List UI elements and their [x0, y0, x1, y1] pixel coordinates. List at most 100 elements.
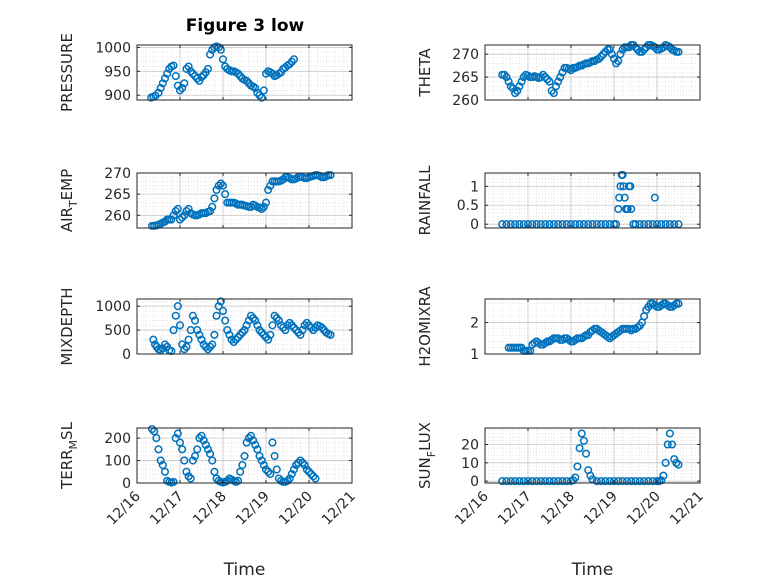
data-point	[536, 477, 545, 486]
data-point	[191, 452, 200, 461]
data-point	[668, 440, 677, 449]
data-point	[156, 83, 165, 93]
data-point	[178, 213, 187, 222]
data-point	[206, 50, 215, 59]
data-point	[541, 73, 550, 82]
y-tick-label: 900	[104, 88, 131, 104]
y-tick-label: 1	[470, 347, 479, 363]
data-point	[149, 335, 158, 344]
data-point	[597, 52, 606, 61]
data-point	[221, 316, 230, 325]
data-point	[502, 73, 511, 82]
data-point	[203, 445, 212, 454]
subplot-8: 0 10 20 SUNFLUX 12/16 12/17 12/18 12/19 12/20 12/…	[416, 422, 707, 580]
data-point	[249, 436, 258, 445]
data-point	[214, 302, 223, 311]
y-axis-label: THETA	[416, 48, 434, 98]
data-point	[264, 335, 273, 344]
data-point	[264, 467, 273, 476]
data-point	[502, 477, 511, 486]
data-point	[240, 326, 249, 335]
data-point	[251, 83, 260, 93]
data-point	[214, 181, 223, 190]
data-point	[160, 467, 169, 476]
data-point	[650, 193, 659, 202]
data-point	[210, 330, 219, 339]
data-point	[261, 198, 271, 207]
data-point	[163, 69, 172, 78]
data-point	[659, 471, 668, 480]
subplot-3: 260 265 270 AIRTEMP	[58, 166, 353, 232]
data-point	[268, 438, 277, 447]
subplot-4: 0 0.5 1 RAINFALL	[416, 165, 701, 236]
data-point	[272, 465, 281, 474]
data-point	[178, 340, 187, 349]
data-point	[257, 93, 266, 102]
data-point	[605, 477, 614, 486]
data-point	[180, 79, 189, 88]
x-tick-label: 12/21	[667, 489, 707, 529]
data-point	[210, 467, 219, 476]
data-point	[240, 452, 249, 461]
data-point	[173, 302, 182, 311]
data-point	[519, 477, 528, 486]
data-point	[631, 43, 640, 52]
axes-box	[136, 298, 353, 355]
x-tick-label: 12/16	[104, 488, 144, 528]
data-point	[517, 77, 526, 86]
data-point	[169, 477, 178, 486]
data-point	[218, 181, 228, 190]
data-point	[672, 458, 681, 467]
data-point	[622, 477, 631, 486]
data-point	[184, 472, 193, 481]
data-point	[566, 66, 576, 75]
data-point	[657, 476, 666, 485]
subplot-6: 1 2 H2OMIXRA	[416, 286, 701, 367]
data-point	[169, 61, 178, 70]
data-point	[506, 477, 515, 486]
x-tick-label: 12/20	[276, 489, 316, 529]
data-point	[253, 321, 262, 330]
data-point	[599, 50, 608, 59]
data-point	[311, 474, 320, 483]
data-point	[498, 477, 507, 486]
data-point	[158, 79, 167, 88]
data-point	[171, 434, 180, 443]
data-point	[558, 477, 567, 486]
data-point	[609, 54, 619, 63]
data-point	[191, 316, 200, 325]
data-point	[575, 444, 584, 453]
data-point	[541, 477, 550, 486]
y-tick-label: 1000	[95, 299, 131, 315]
x-axis-label: Time	[571, 560, 614, 580]
axes-box	[136, 427, 353, 484]
subplot-2: 260 265 270 THETA	[416, 40, 701, 109]
y-axis-label: MIXDEPTH	[58, 287, 76, 365]
data-point	[674, 47, 683, 56]
subplot-7: 0 100 200 TERRMSL 12/16 12/17 12/18 12/19 12/20 1…	[58, 421, 359, 580]
data-point	[182, 342, 191, 351]
x-tick-label: 12/18	[190, 489, 230, 529]
subplot-5: 0 500 1000 MIXDEPTH	[58, 287, 353, 366]
data-point	[601, 477, 610, 486]
y-axis-label: RAINFALL	[416, 165, 434, 236]
data-point	[627, 204, 636, 214]
data-point	[616, 182, 625, 191]
y-axis-label: H2OMIXRA	[416, 286, 434, 367]
data-point	[296, 456, 305, 465]
y-tick-label: 20	[461, 438, 479, 454]
data-point	[618, 170, 627, 179]
data-point	[210, 194, 219, 203]
axes-box	[484, 172, 701, 229]
data-point	[614, 204, 623, 214]
data-point	[188, 456, 197, 465]
data-point	[296, 330, 305, 339]
data-point	[511, 89, 520, 98]
data-point	[626, 182, 635, 191]
data-point	[259, 86, 268, 95]
data-point	[173, 429, 182, 438]
y-axis-label: SUNFLUX	[416, 422, 438, 489]
data-point	[612, 59, 621, 68]
data-point	[554, 77, 563, 86]
